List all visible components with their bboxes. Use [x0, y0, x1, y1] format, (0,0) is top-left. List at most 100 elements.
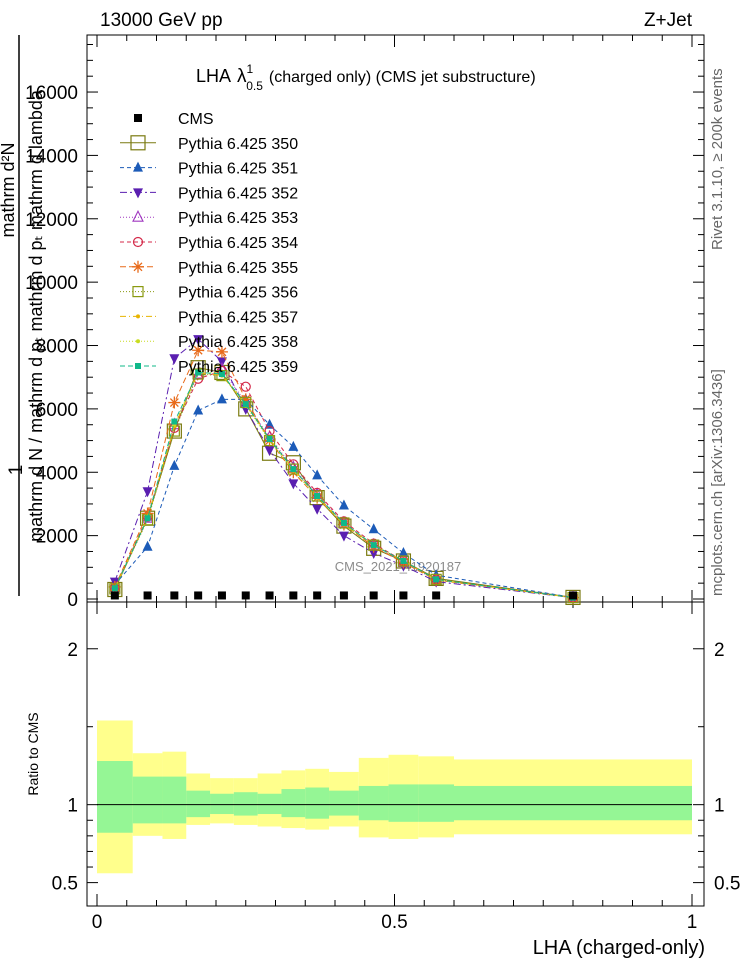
ratio-band-inner	[186, 790, 211, 818]
series-point	[314, 493, 321, 500]
series-point	[288, 440, 299, 451]
series-point	[397, 555, 410, 567]
series-point	[312, 469, 323, 480]
ratio-band-inner	[97, 761, 133, 833]
ratio-y-axis-label: Ratio to CMS	[25, 712, 41, 795]
series-point	[169, 459, 180, 470]
ratio-band-inner	[162, 776, 187, 824]
cms-data-series	[110, 591, 577, 600]
series-point	[168, 396, 181, 409]
series-point	[193, 404, 204, 415]
series-point	[215, 345, 228, 358]
cms-data-point	[569, 591, 577, 600]
series-point	[368, 539, 380, 551]
series-point	[144, 515, 151, 522]
legend-label: Pythia 6.425 355	[178, 260, 298, 277]
y-tick-label: 0	[67, 590, 78, 611]
series-point	[338, 517, 350, 529]
series-layer	[107, 335, 581, 606]
series-point	[142, 487, 153, 498]
series-point	[193, 335, 204, 346]
y-tick-label: 12000	[25, 210, 78, 231]
x-axis-label: LHA (charged-only)	[533, 937, 705, 959]
series-point	[287, 463, 299, 475]
chart-title: LHA λ1 0.5 (charged only) (CMS jet substruc…	[196, 62, 536, 93]
series-point	[266, 435, 273, 442]
ratio-tick-label-right: 1	[714, 796, 725, 817]
y-tick-label: 10000	[25, 273, 78, 294]
legend-label: Pythia 6.425 350	[178, 136, 298, 153]
series-point	[133, 161, 143, 172]
series-point	[288, 479, 299, 490]
series-point	[192, 344, 205, 357]
series-point	[132, 260, 144, 273]
series-point	[132, 286, 144, 298]
series-point	[216, 370, 228, 382]
cms-data-point	[217, 591, 226, 600]
series-point	[340, 519, 347, 526]
axes: 0 2000 4000 6000 8000 10000 12000 14000 16000 0 0.…	[25, 35, 740, 933]
series-point	[338, 531, 349, 542]
series-point	[240, 381, 251, 392]
y-tick-label: 2000	[36, 527, 78, 548]
series-point	[311, 490, 323, 502]
y-axis-label-top: 1	[6, 465, 27, 476]
cms-data-point	[313, 591, 322, 600]
y-axis-label-denominator: mathrm d N / mathrm d pₜ mathrm d pₜ mat…	[26, 89, 46, 542]
legend-label: Pythia 6.425 353	[178, 210, 298, 227]
ratio-band-inner	[388, 784, 419, 822]
series-point	[368, 549, 379, 560]
ratio-panel-frame	[86, 601, 705, 907]
series-point	[141, 507, 154, 520]
chart-title-main: LHA	[196, 66, 231, 86]
series-point	[111, 585, 118, 592]
series-point	[130, 135, 146, 151]
chart-title-sup: 1	[247, 62, 254, 76]
series-point	[430, 573, 442, 585]
ratio-band-inner	[418, 784, 454, 822]
series-point	[338, 499, 349, 510]
legend-label: Pythia 6.425 358	[178, 334, 298, 351]
ratio-tick-label: 1	[67, 796, 78, 817]
ratio-band-inner	[329, 790, 359, 816]
header-left: 13000 GeV pp	[100, 10, 223, 31]
ratio-band-inner	[358, 785, 389, 821]
series-point	[264, 418, 275, 429]
legend-label-cms: CMS	[178, 111, 214, 128]
cms-data-point	[143, 591, 152, 600]
legend-label: Pythia 6.425 351	[178, 161, 298, 178]
series-point	[368, 523, 379, 534]
y-tick-label: 4000	[36, 463, 78, 484]
ratio-tick-label-right: 0.5	[714, 874, 740, 895]
series-point	[135, 363, 141, 369]
series-point	[400, 557, 407, 564]
ratio-band-inner	[132, 776, 163, 824]
cms-data-point	[110, 591, 119, 600]
legend: CMS Pythia 6.425 350 Pythia 6.425 351 Pythi…	[120, 111, 298, 376]
ratio-band-inner	[454, 785, 692, 821]
y-axis-label-numerator: mathrm d²N	[0, 142, 18, 237]
cms-data-point	[265, 591, 274, 600]
series-point	[171, 418, 178, 425]
series-line	[114, 398, 574, 598]
x-tick-label: 1	[687, 912, 698, 933]
legend-label: Pythia 6.425 357	[178, 309, 298, 326]
legend-label: Pythia 6.425 356	[178, 285, 298, 302]
y-tick-label: 8000	[36, 337, 78, 358]
mcplots-label: mcplots.cern.ch [arXiv:1306.3436]	[709, 369, 726, 596]
series-point	[169, 354, 180, 365]
series-line	[114, 371, 574, 599]
series-point	[218, 371, 225, 378]
y-tick-label: 14000	[25, 146, 78, 167]
ratio-tick-label-right: 2	[714, 640, 725, 661]
cms-data-point	[289, 591, 298, 600]
series-point	[136, 314, 140, 319]
series-point	[264, 446, 275, 457]
ratio-tick-label: 2	[67, 640, 78, 661]
ratio-band-inner	[305, 787, 330, 819]
rivet-label: Rivet 3.1.10, ≥ 200k events	[709, 68, 726, 250]
header-right: Z+Jet	[644, 10, 693, 31]
cms-data-point	[170, 591, 179, 600]
cms-data-point	[369, 591, 378, 600]
